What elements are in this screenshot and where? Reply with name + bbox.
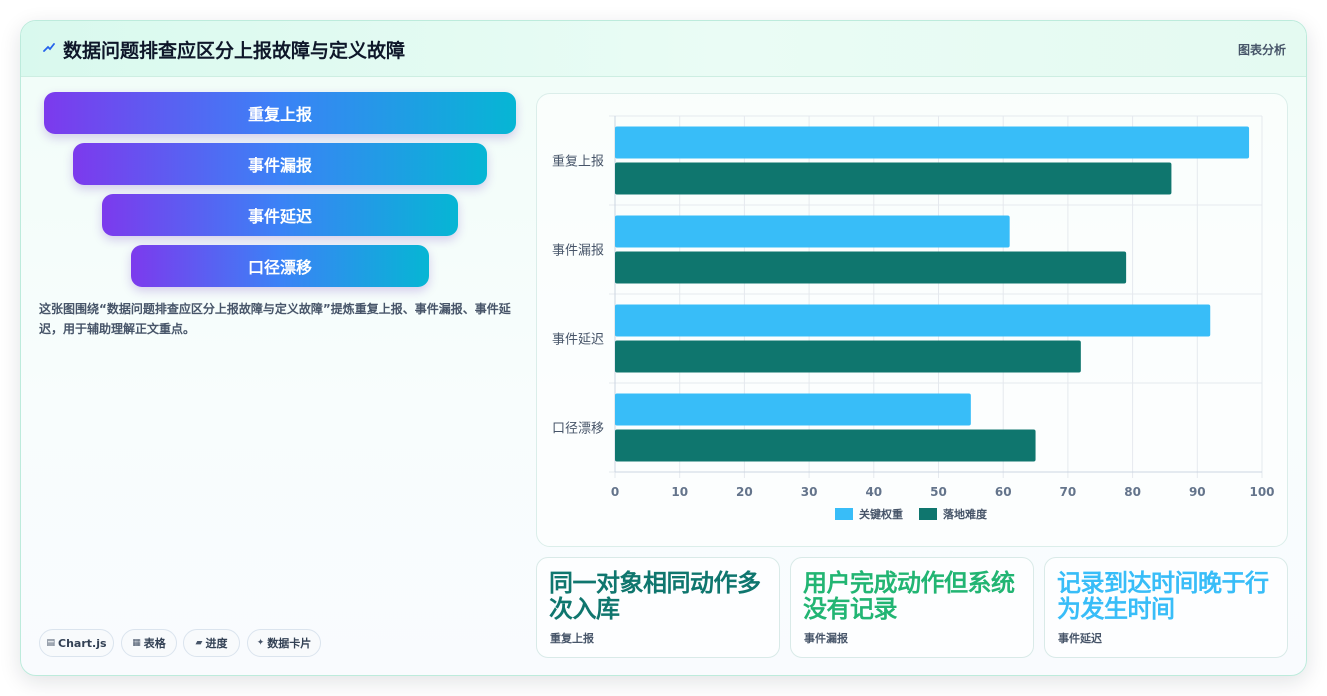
funnel-step-1: 重复上报: [44, 92, 516, 134]
stat-card-3: 记录到达时间晚于行为发生时间 事件延迟: [1044, 557, 1288, 658]
pill-label: 进度: [205, 637, 228, 650]
stat-card-title: 用户完成动作但系统没有记录: [803, 569, 1015, 623]
trend-icon: [43, 43, 55, 52]
x-tick-label: 100: [1249, 485, 1274, 499]
funnel-step-3: 事件延迟: [102, 194, 458, 236]
legend-swatch: [835, 508, 853, 520]
x-tick-label: 0: [611, 485, 619, 499]
stat-card-2: 用户完成动作但系统没有记录 事件漏报: [790, 557, 1034, 658]
legend-label: 关键权重: [859, 507, 903, 521]
stat-card-title: 记录到达时间晚于行为发生时间: [1057, 569, 1269, 623]
stat-card-label: 事件漏报: [804, 632, 848, 645]
main-panel: 数据问题排查应区分上报故障与定义故障 图表分析 重复上报 事件漏报 事件延迟 口…: [20, 20, 1307, 676]
pill-table[interactable]: ▦ 表格: [121, 629, 177, 657]
stat-card-label: 重复上报: [550, 632, 594, 645]
bar-difficulty: [615, 429, 1036, 462]
bar-key-weight: [615, 393, 971, 426]
x-tick-label: 40: [865, 485, 882, 499]
pill-progress[interactable]: ▰ 进度: [183, 629, 240, 657]
chart-icon: ▤: [46, 638, 55, 648]
bar-difficulty: [615, 162, 1172, 195]
sparkle-icon: ✦: [256, 638, 265, 648]
pill-data-card[interactable]: ✦ 数据卡片: [247, 629, 321, 657]
bar-key-weight: [615, 304, 1211, 337]
progress-icon: ▰: [195, 638, 203, 648]
chart-analysis-tag: 图表分析: [1237, 43, 1286, 57]
pill-chartjs[interactable]: ▤ Chart.js: [39, 629, 114, 657]
legend-label: 落地难度: [943, 507, 988, 521]
x-tick-label: 10: [671, 485, 688, 499]
page-title: 数据问题排查应区分上报故障与定义故障: [63, 40, 406, 62]
x-tick-label: 80: [1124, 485, 1141, 499]
bar-key-weight: [615, 126, 1250, 159]
x-tick-label: 60: [995, 485, 1012, 499]
pill-label: 数据卡片: [267, 637, 312, 650]
stat-card-label: 事件延迟: [1058, 632, 1102, 645]
funnel-step-4: 口径漂移: [131, 245, 429, 287]
x-tick-label: 20: [736, 485, 753, 499]
chart-description: 这张图围绕“数据问题排查应区分上报故障与定义故障”提炼重复上报、事件漏报、事件延…: [39, 302, 511, 336]
pill-label: 表格: [143, 637, 166, 650]
y-category-label: 事件漏报: [552, 243, 604, 259]
stat-card-title: 同一对象相同动作多次入库: [549, 569, 761, 623]
table-icon: ▦: [132, 638, 141, 648]
bar-key-weight: [615, 215, 1010, 248]
panel-header: 数据问题排查应区分上报故障与定义故障 图表分析: [21, 21, 1306, 77]
x-tick-label: 90: [1189, 485, 1206, 499]
x-tick-label: 50: [930, 485, 947, 499]
bar-difficulty: [615, 251, 1127, 284]
pill-label: Chart.js: [58, 636, 107, 650]
y-category-label: 口径漂移: [552, 421, 604, 437]
funnel-step-2: 事件漏报: [73, 143, 487, 185]
x-tick-label: 70: [1060, 485, 1077, 499]
legend-swatch: [919, 508, 937, 520]
x-tick-label: 30: [801, 485, 818, 499]
chart-card: 0 10 20 30 40 50 60 70 80 90 100 重复上报事件漏报事件延迟口径漂移关键…: [536, 93, 1288, 547]
bar-difficulty: [615, 340, 1081, 373]
stat-card-1: 同一对象相同动作多次入库 重复上报: [536, 557, 780, 658]
bar-chart: 0 10 20 30 40 50 60 70 80 90 100 重复上报事件漏报事件延迟口径漂移关键…: [552, 115, 1275, 521]
y-category-label: 事件延迟: [552, 333, 604, 348]
y-category-label: 重复上报: [552, 154, 604, 170]
